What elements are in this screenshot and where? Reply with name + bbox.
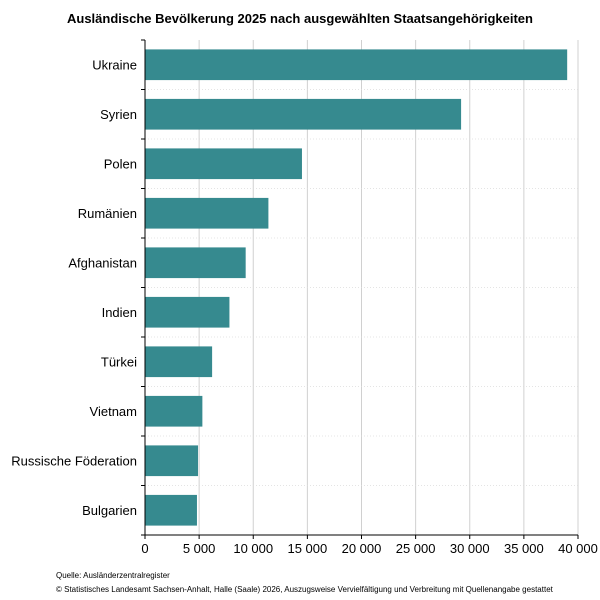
bar-6 — [145, 346, 213, 378]
category-label-0: Ukraine — [92, 57, 137, 72]
bar-3 — [145, 197, 269, 229]
bar-4 — [145, 247, 246, 279]
bar-1 — [145, 98, 462, 130]
x-tick-label-5: 25 000 — [396, 541, 436, 556]
bar-7 — [145, 395, 203, 427]
category-label-6: Türkei — [101, 354, 137, 369]
x-tick-label-7: 35 000 — [504, 541, 544, 556]
x-tick-label-4: 20 000 — [342, 541, 382, 556]
x-tick-label-3: 15 000 — [287, 541, 327, 556]
category-label-1: Syrien — [100, 107, 137, 122]
category-label-5: Indien — [102, 305, 137, 320]
bar-8 — [145, 445, 199, 477]
x-tick-label-6: 30 000 — [450, 541, 490, 556]
footer-source: Quelle: Ausländerzentralregister — [56, 571, 170, 580]
category-label-8: Russische Föderation — [11, 453, 137, 468]
x-tick-label-0: 0 — [141, 541, 148, 556]
category-label-2: Polen — [104, 156, 137, 171]
x-tick-label-1: 5 000 — [183, 541, 216, 556]
chart-title: Ausländische Bevölkerung 2025 nach ausge… — [67, 11, 533, 26]
bar-2 — [145, 148, 302, 180]
category-label-4: Afghanistan — [68, 255, 137, 270]
bar-9 — [145, 494, 197, 526]
category-label-7: Vietnam — [90, 404, 137, 419]
x-tick-label-2: 10 000 — [233, 541, 273, 556]
footer-copyright: © Statistisches Landesamt Sachsen-Anhalt… — [56, 585, 553, 594]
x-tick-label-8: 40 000 — [558, 541, 598, 556]
bar-0 — [145, 49, 568, 81]
category-label-9: Bulgarien — [82, 503, 137, 518]
category-label-3: Rumänien — [78, 206, 137, 221]
bar-5 — [145, 296, 230, 328]
